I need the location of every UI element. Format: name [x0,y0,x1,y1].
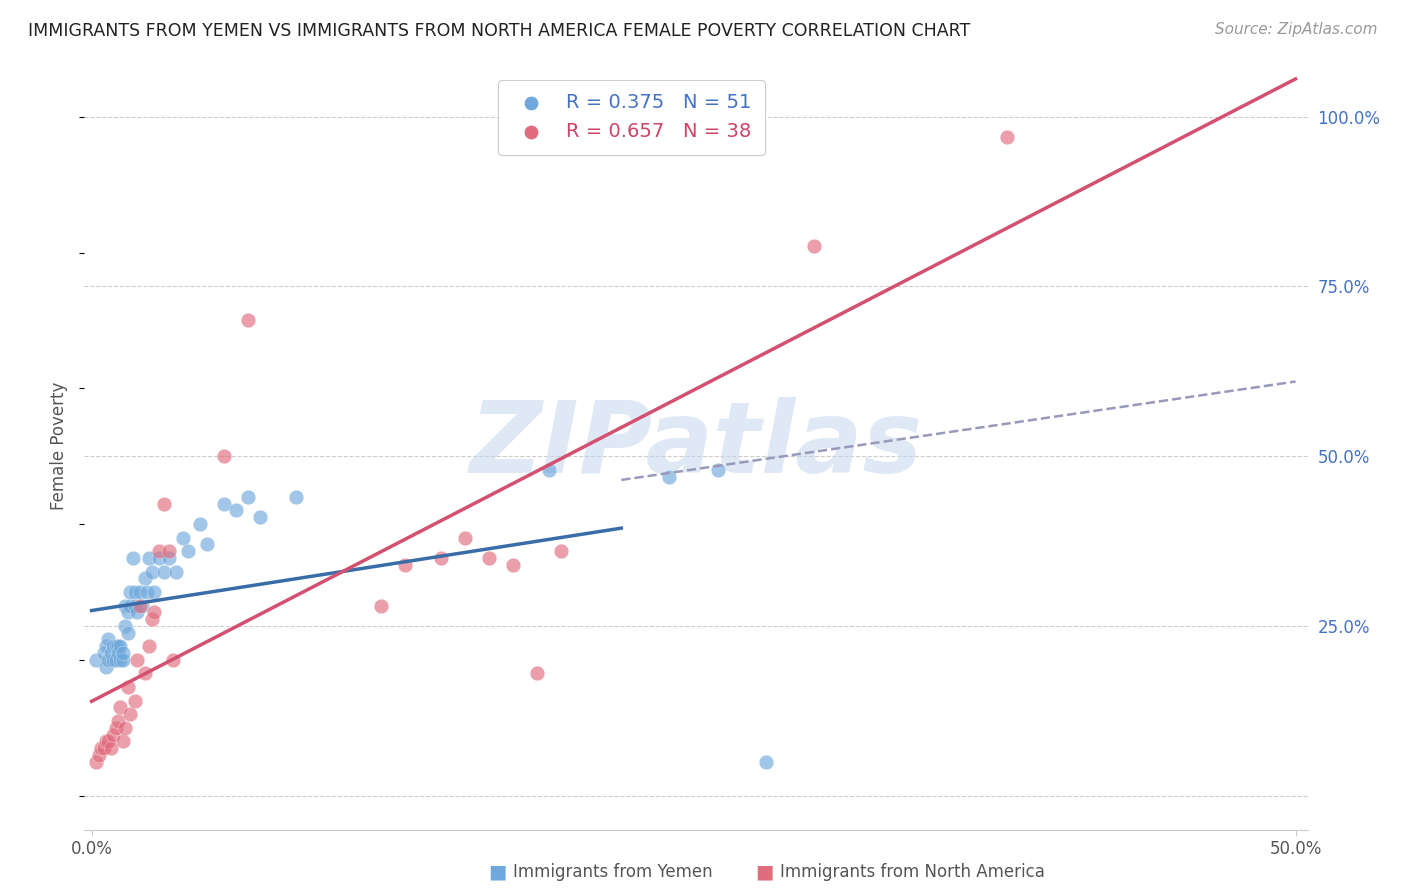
Point [121,551,143,566]
Point [127,605,149,619]
Point [103,653,125,667]
Point [90,741,112,756]
Point [177,544,200,558]
Text: Immigrants from North America: Immigrants from North America [780,863,1045,881]
Point [157,544,180,558]
Point [107,640,129,654]
Point [134,666,156,681]
Point [148,551,170,566]
Point [107,714,129,728]
Point [370,599,392,613]
Point [87,747,110,762]
Point [111,734,134,748]
Point [124,693,146,707]
Point [114,619,136,633]
Point [188,517,211,532]
Point [157,551,180,566]
Point [117,680,139,694]
Point [94,640,117,654]
Point [120,707,142,722]
Point [86,653,108,667]
Text: IMMIGRANTS FROM YEMEN VS IMMIGRANTS FROM NORTH AMERICA FEMALE POVERTY CORRELATIO: IMMIGRANTS FROM YEMEN VS IMMIGRANTS FROM… [28,22,970,40]
Point [117,605,139,619]
Text: Immigrants from Yemen: Immigrants from Yemen [513,863,713,881]
Point [104,721,127,735]
Point [103,640,125,654]
Point [454,531,477,545]
Point [131,599,153,613]
Point [100,741,122,756]
Point [138,551,160,566]
Point [124,585,146,599]
Point [212,497,235,511]
Point [128,599,150,613]
Point [100,646,122,660]
Point [114,721,136,735]
Point [134,571,156,585]
Point [225,503,247,517]
Point [285,490,308,504]
Point [526,666,548,681]
Point [236,490,259,504]
Point [172,531,194,545]
Point [478,551,501,566]
Point [114,599,136,613]
Point [502,558,524,572]
Point [93,741,115,756]
Point [394,558,416,572]
Point [127,653,149,667]
Point [110,640,132,654]
Point [120,585,142,599]
Point [94,659,117,673]
Point [153,497,176,511]
Point [162,653,184,667]
Point [93,646,115,660]
Y-axis label: Female Poverty: Female Poverty [51,382,69,510]
Point [141,612,163,626]
Point [658,469,681,483]
Point [94,734,117,748]
Point [97,653,120,667]
Point [110,653,132,667]
Text: Source: ZipAtlas.com: Source: ZipAtlas.com [1215,22,1378,37]
Point [111,646,134,660]
Point [141,565,163,579]
Point [104,640,127,654]
Point [124,599,146,613]
Point [103,727,125,741]
Point [165,565,187,579]
Point [143,585,166,599]
Point [138,640,160,654]
Point [550,544,572,558]
Point [195,537,218,551]
Text: ■: ■ [488,863,506,881]
Point [236,313,259,327]
Point [755,755,778,769]
Point [111,653,134,667]
Point [429,551,451,566]
Point [706,463,728,477]
Legend: R = 0.375   N = 51, R = 0.657   N = 38: R = 0.375 N = 51, R = 0.657 N = 38 [498,79,765,155]
Text: ZIPatlas: ZIPatlas [470,398,922,494]
Point [104,653,127,667]
Point [148,544,170,558]
Point [212,449,235,463]
Point [153,565,176,579]
Text: ■: ■ [755,863,773,881]
Point [120,599,142,613]
Point [117,625,139,640]
Point [249,510,271,524]
Point [538,463,561,477]
Point [128,585,150,599]
Point [995,130,1018,145]
Point [97,632,120,647]
Point [86,755,108,769]
Point [136,585,159,599]
Point [97,734,120,748]
Point [110,700,132,714]
Point [143,605,166,619]
Point [803,238,825,252]
Point [107,646,129,660]
